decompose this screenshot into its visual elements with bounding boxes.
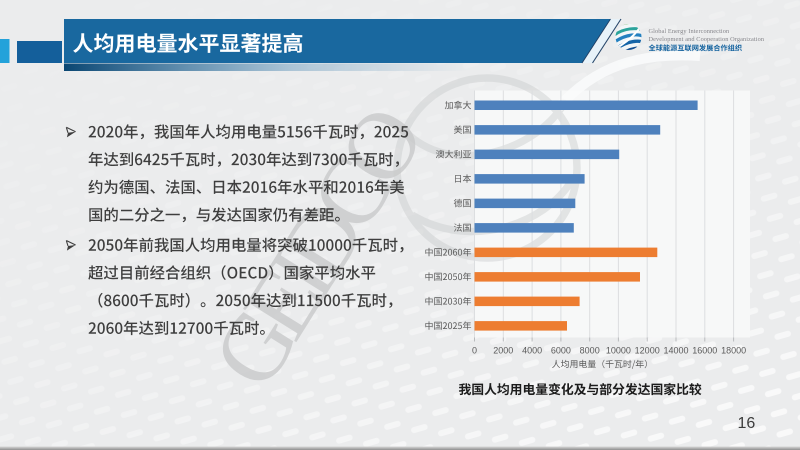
svg-text:14000: 14000 — [663, 346, 688, 356]
svg-text:4000: 4000 — [522, 346, 542, 356]
svg-text:Global Energy Interconnection: Global Energy Interconnection — [649, 28, 731, 35]
svg-text:12000: 12000 — [635, 346, 660, 356]
svg-text:16000: 16000 — [692, 346, 717, 356]
svg-text:18000: 18000 — [721, 346, 746, 356]
svg-text:10000: 10000 — [606, 346, 631, 356]
svg-text:2000: 2000 — [493, 346, 513, 356]
svg-text:8000: 8000 — [580, 346, 600, 356]
svg-text:6000: 6000 — [551, 346, 571, 356]
svg-text:0: 0 — [472, 346, 477, 356]
svg-text:16: 16 — [738, 415, 756, 432]
svg-text:Development and Cooperation Or: Development and Cooperation Organization — [649, 36, 765, 43]
